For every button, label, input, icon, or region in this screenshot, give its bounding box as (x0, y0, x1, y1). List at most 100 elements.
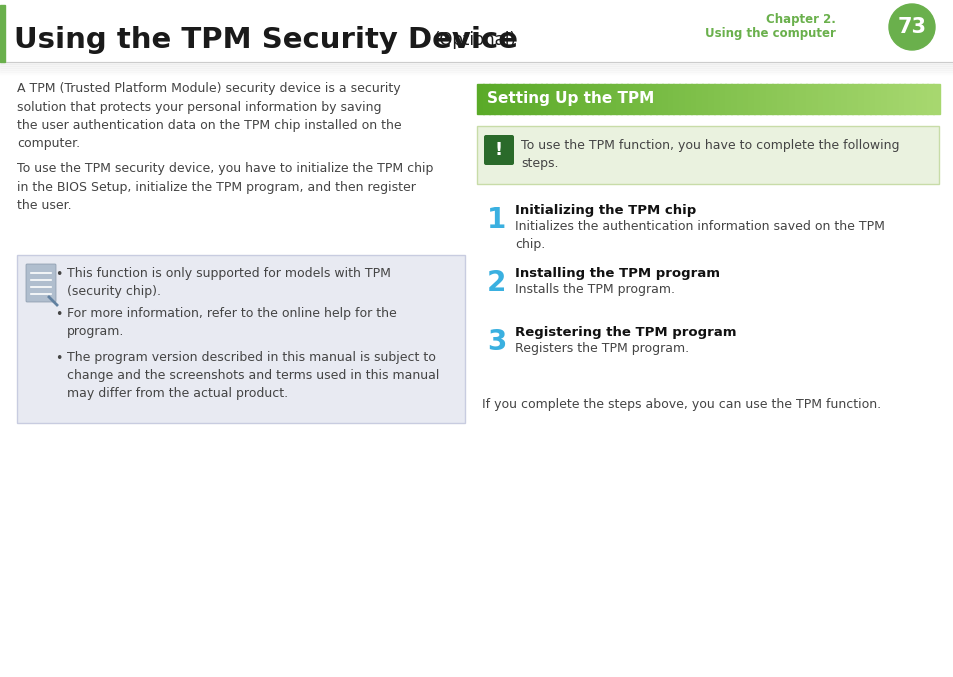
Bar (828, 84, 835, 114)
Text: Initializes the authentication information saved on the TPM
chip.: Initializes the authentication informati… (515, 220, 884, 251)
Bar (748, 84, 755, 114)
Bar (517, 84, 523, 114)
FancyBboxPatch shape (26, 264, 56, 302)
Bar (881, 84, 887, 114)
Bar (713, 84, 720, 114)
Text: (Optional): (Optional) (434, 31, 517, 49)
Bar (667, 84, 674, 114)
Bar (851, 84, 859, 114)
Bar (741, 84, 749, 114)
Bar (926, 84, 933, 114)
Text: 3: 3 (486, 328, 506, 356)
Bar (892, 84, 899, 114)
Text: Using the computer: Using the computer (704, 28, 835, 41)
Text: To use the TPM function, you have to complete the following
steps.: To use the TPM function, you have to com… (520, 139, 899, 170)
Bar (598, 84, 604, 114)
Bar (586, 84, 593, 114)
Bar (730, 84, 737, 114)
Bar (840, 84, 846, 114)
Bar (603, 84, 610, 114)
Text: A TPM (Trusted Platform Module) security device is a security
solution that prot: A TPM (Trusted Platform Module) security… (17, 82, 401, 150)
Bar (777, 84, 783, 114)
Bar (626, 84, 633, 114)
Bar (794, 84, 801, 114)
Bar (535, 84, 541, 114)
Bar (845, 84, 853, 114)
Bar (546, 84, 553, 114)
Text: The program version described in this manual is subject to
change and the screen: The program version described in this ma… (67, 351, 439, 400)
Bar (817, 84, 823, 114)
Bar (673, 84, 679, 114)
Bar (719, 84, 725, 114)
Bar (499, 84, 506, 114)
Text: Installs the TPM program.: Installs the TPM program. (515, 283, 675, 296)
Bar (679, 84, 685, 114)
Bar (592, 84, 598, 114)
Bar (834, 84, 841, 114)
Bar (494, 84, 500, 114)
Circle shape (888, 4, 934, 50)
Bar (638, 84, 645, 114)
Bar (696, 84, 702, 114)
Bar (511, 84, 517, 114)
Bar (476, 84, 483, 114)
FancyBboxPatch shape (476, 126, 938, 184)
Text: Registering the TPM program: Registering the TPM program (515, 326, 736, 339)
Bar (488, 84, 495, 114)
Bar (575, 84, 581, 114)
Text: Setting Up the TPM: Setting Up the TPM (486, 91, 654, 106)
Text: 73: 73 (897, 17, 925, 37)
Bar (569, 84, 576, 114)
Bar (650, 84, 657, 114)
Bar (482, 84, 489, 114)
Bar (932, 84, 939, 114)
Bar (811, 84, 818, 114)
Bar (528, 84, 536, 114)
Bar (909, 84, 916, 114)
Bar (522, 84, 530, 114)
Bar (765, 84, 772, 114)
Bar (782, 84, 789, 114)
Text: •: • (55, 352, 63, 365)
Bar (701, 84, 708, 114)
Bar (656, 84, 662, 114)
Bar (0, 5, 5, 62)
Bar (863, 84, 870, 114)
Bar (558, 84, 564, 114)
Text: Registers the TPM program.: Registers the TPM program. (515, 342, 688, 355)
Bar (505, 84, 512, 114)
Bar (805, 84, 812, 114)
Text: 1: 1 (486, 206, 506, 234)
Text: Chapter 2.: Chapter 2. (765, 14, 835, 26)
Bar (760, 84, 766, 114)
Bar (644, 84, 651, 114)
Bar (771, 84, 778, 114)
Bar (800, 84, 806, 114)
Text: Using the TPM Security Device: Using the TPM Security Device (14, 26, 517, 54)
Text: Initializing the TPM chip: Initializing the TPM chip (515, 204, 696, 217)
Text: This function is only supported for models with TPM
(security chip).: This function is only supported for mode… (67, 267, 391, 298)
Bar (632, 84, 639, 114)
Bar (736, 84, 743, 114)
Text: For more information, refer to the online help for the
program.: For more information, refer to the onlin… (67, 307, 396, 338)
Bar (707, 84, 714, 114)
Bar (858, 84, 864, 114)
Bar (552, 84, 558, 114)
Bar (620, 84, 627, 114)
FancyBboxPatch shape (483, 135, 514, 165)
Text: To use the TPM security device, you have to initialize the TPM chip
in the BIOS : To use the TPM security device, you have… (17, 162, 433, 212)
Bar (615, 84, 621, 114)
Bar (754, 84, 760, 114)
Bar (921, 84, 927, 114)
FancyBboxPatch shape (17, 255, 464, 423)
Bar (788, 84, 795, 114)
Bar (690, 84, 697, 114)
Text: If you complete the steps above, you can use the TPM function.: If you complete the steps above, you can… (481, 398, 881, 411)
Text: •: • (55, 268, 63, 281)
Bar (684, 84, 691, 114)
Bar (875, 84, 882, 114)
Bar (661, 84, 668, 114)
Bar (540, 84, 547, 114)
Text: Installing the TPM program: Installing the TPM program (515, 267, 720, 280)
Bar (580, 84, 587, 114)
